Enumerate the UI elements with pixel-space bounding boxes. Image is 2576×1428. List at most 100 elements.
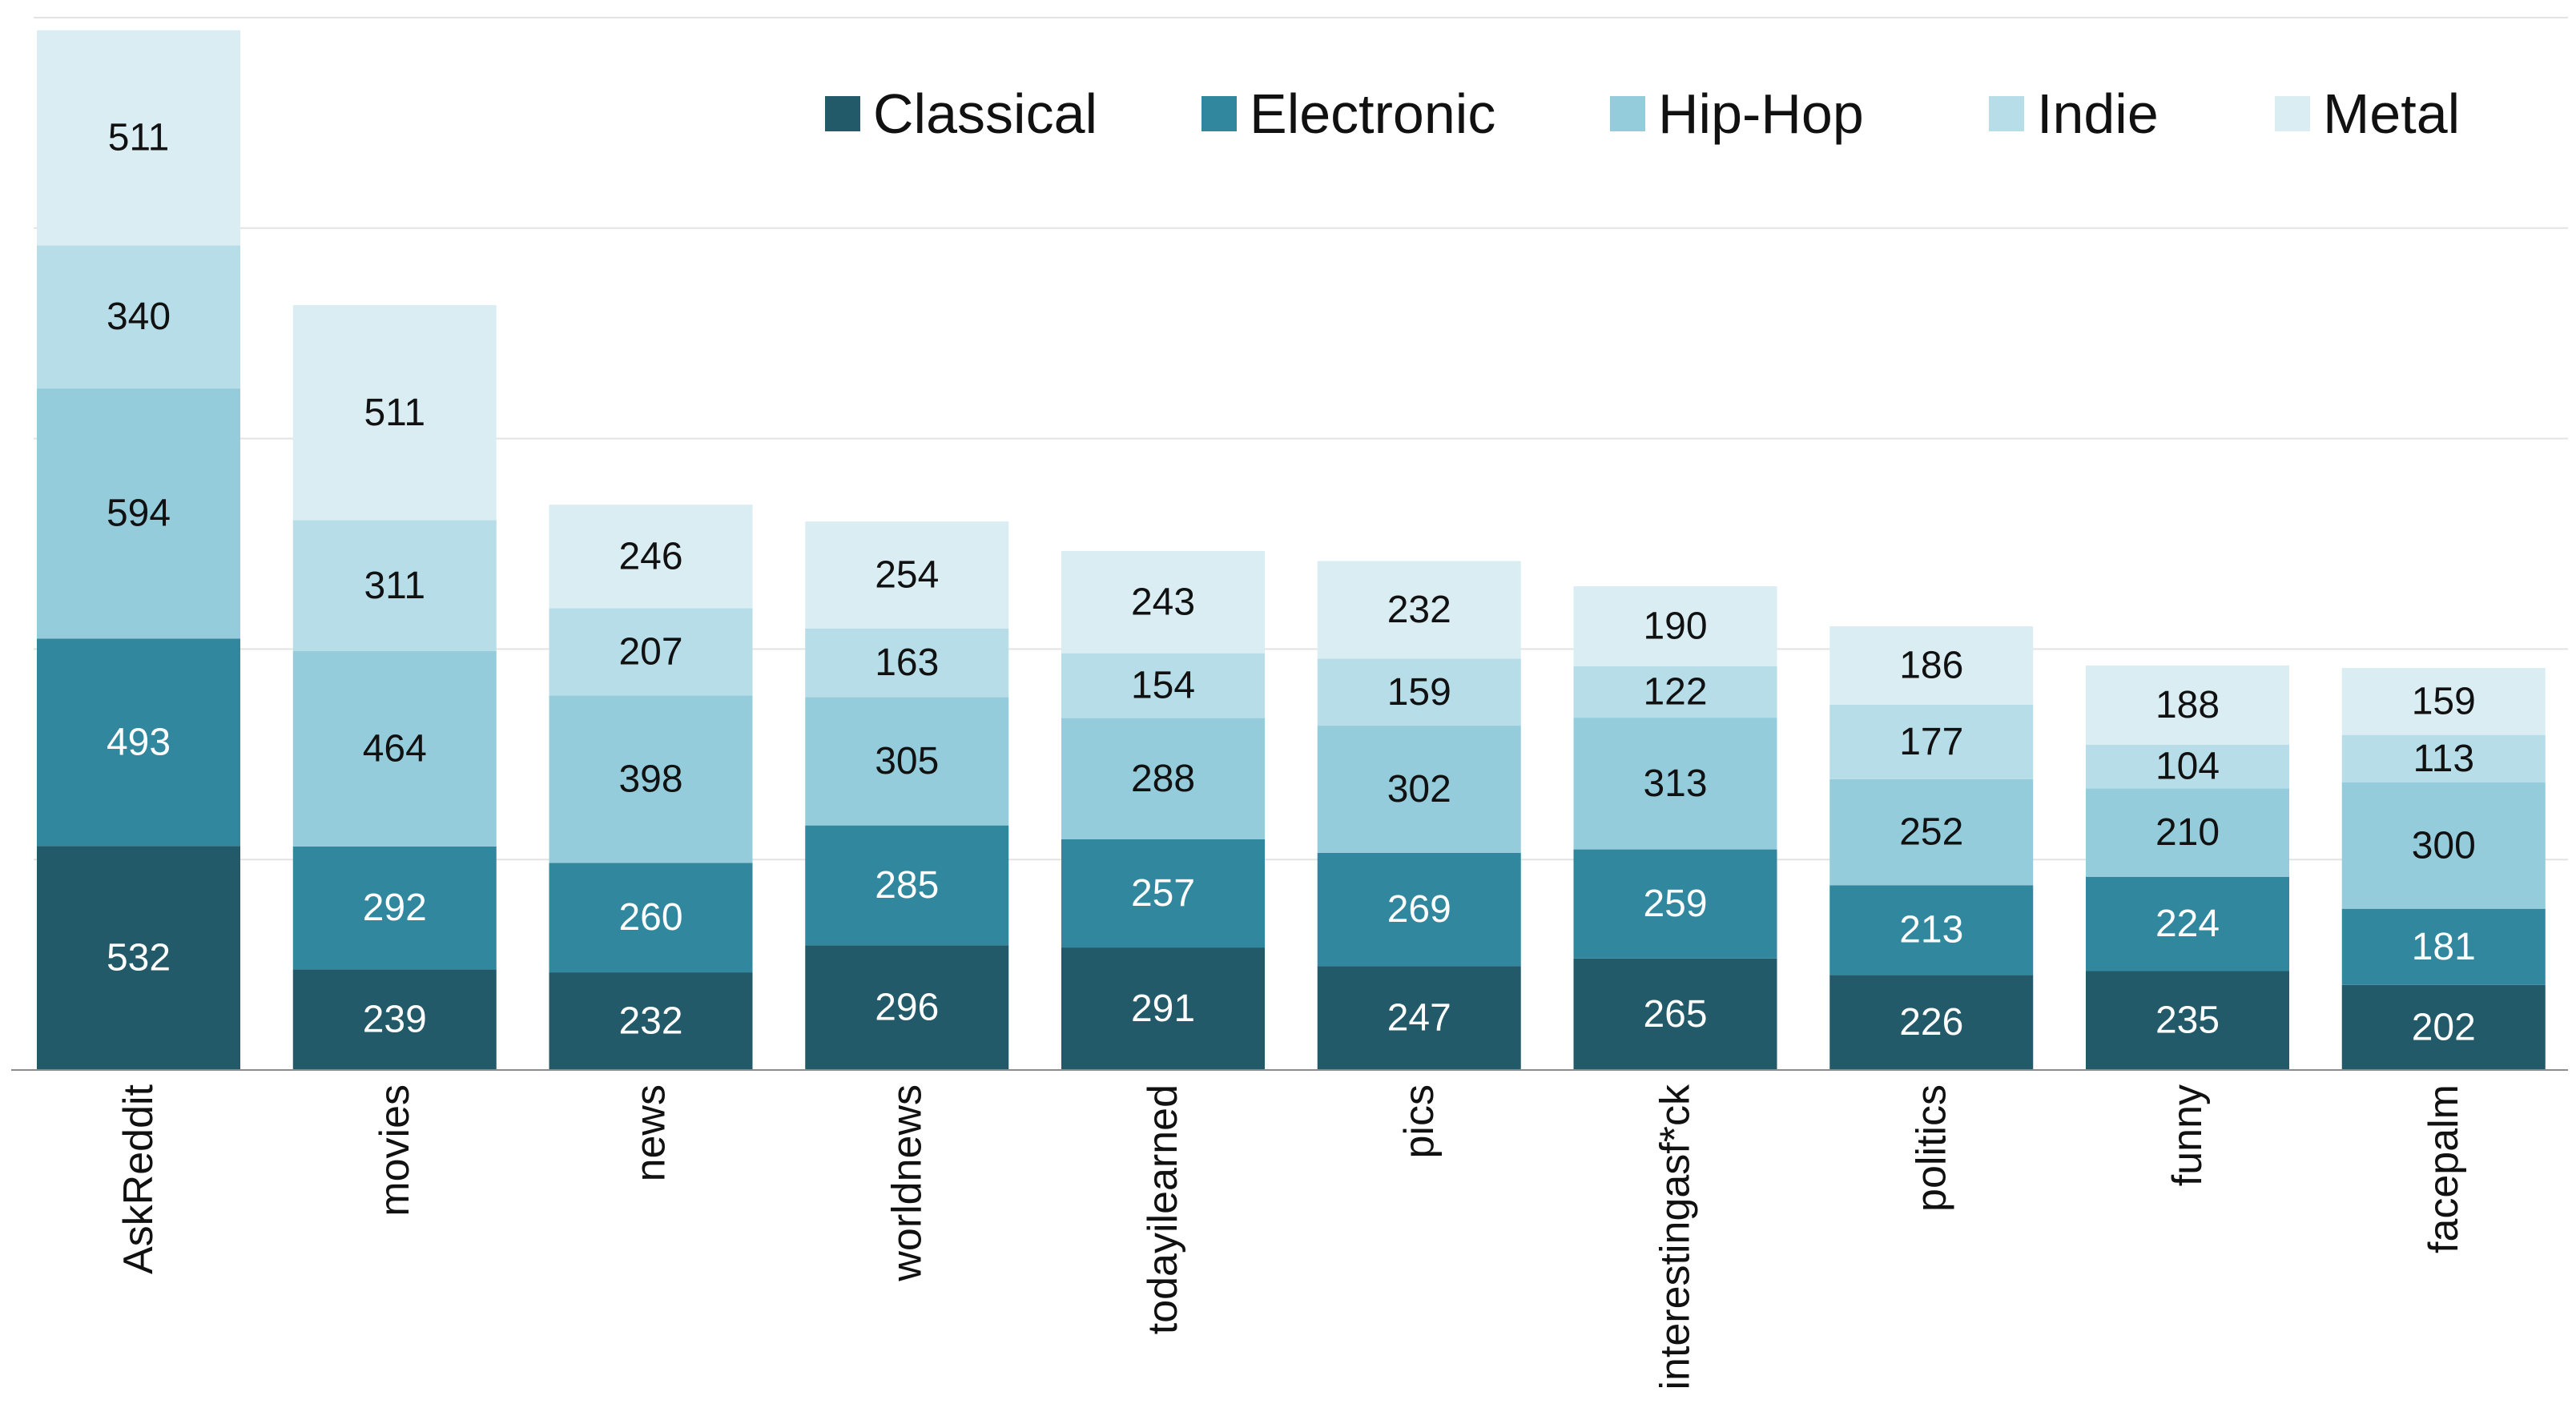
- data-label-askreddit-electronic: 493: [107, 721, 171, 763]
- bar-segment-todayilearned-metal[interactable]: [1061, 550, 1265, 654]
- bar-segment-movies-hip-hop[interactable]: [292, 651, 497, 847]
- data-label-worldnews-indie: 163: [875, 642, 939, 684]
- bar-segment-facepalm-indie[interactable]: [2341, 734, 2546, 783]
- data-label-news-indie: 207: [618, 630, 682, 673]
- bar-segment-news-hip-hop[interactable]: [549, 695, 753, 863]
- x-tick-label-facepalm: facepalm: [2421, 1084, 2467, 1253]
- bar-segment-movies-classical[interactable]: [292, 969, 497, 1070]
- bar-stack-interestingasf-ck: 265 259 313 122 190: [1573, 586, 1777, 1070]
- legend-item-classical[interactable]: Classical: [825, 82, 1097, 145]
- bar-segment-askreddit-classical[interactable]: [37, 846, 240, 1070]
- legend-label-hip-hop: Hip-Hop: [1658, 82, 1864, 145]
- bar-segment-worldnews-hip-hop[interactable]: [805, 697, 1009, 826]
- bar-segment-pics-hip-hop[interactable]: [1317, 726, 1521, 853]
- bar-stack-askreddit: 532 493 594 340 511: [37, 30, 240, 1070]
- data-label-funny-electronic: 224: [2155, 903, 2220, 945]
- bar-segment-todayilearned-indie[interactable]: [1061, 653, 1265, 718]
- bar-segment-pics-electronic[interactable]: [1317, 852, 1521, 967]
- data-label-politics-hip-hop: 252: [1899, 811, 1963, 854]
- data-label-interestingasf-ck-hip-hop: 313: [1643, 762, 1707, 805]
- bar-segment-movies-metal[interactable]: [292, 304, 497, 521]
- data-label-pics-classical: 247: [1387, 997, 1451, 1040]
- data-label-todayilearned-metal: 243: [1131, 581, 1195, 623]
- bar-segment-facepalm-hip-hop[interactable]: [2341, 782, 2546, 909]
- data-label-news-metal: 246: [618, 535, 682, 577]
- bar-segment-worldnews-electronic[interactable]: [805, 825, 1009, 946]
- x-tick-label-politics: politics: [1908, 1084, 1954, 1212]
- bar-segment-pics-classical[interactable]: [1317, 966, 1521, 1070]
- bar-segment-askreddit-hip-hop[interactable]: [37, 388, 240, 639]
- data-label-interestingasf-ck-metal: 190: [1643, 605, 1707, 648]
- data-label-politics-metal: 186: [1899, 644, 1963, 686]
- bar-segment-funny-classical[interactable]: [2086, 971, 2289, 1070]
- bar-segment-funny-hip-hop[interactable]: [2086, 788, 2289, 877]
- bar-segment-pics-metal[interactable]: [1317, 561, 1521, 659]
- bar-segment-politics-hip-hop[interactable]: [1829, 778, 2034, 886]
- x-tick-label-news: news: [628, 1084, 674, 1181]
- bar-segment-worldnews-metal[interactable]: [805, 521, 1009, 629]
- bar-segment-funny-electronic[interactable]: [2086, 876, 2289, 971]
- legend-item-metal[interactable]: Metal: [2275, 82, 2460, 145]
- bar-segment-movies-indie[interactable]: [292, 520, 497, 652]
- bar-segment-politics-classical[interactable]: [1829, 975, 2034, 1070]
- data-label-politics-classical: 226: [1899, 1001, 1963, 1044]
- bar-segment-todayilearned-classical[interactable]: [1061, 947, 1265, 1070]
- bar-segment-news-electronic[interactable]: [549, 863, 753, 973]
- bar-segment-funny-indie[interactable]: [2086, 744, 2289, 789]
- bar-segment-politics-indie[interactable]: [1829, 704, 2034, 779]
- bar-stack-funny: 235 224 210 104 188: [2086, 665, 2289, 1070]
- bar-segment-facepalm-classical[interactable]: [2341, 984, 2546, 1070]
- data-label-worldnews-electronic: 285: [875, 864, 939, 907]
- data-label-askreddit-classical: 532: [107, 937, 171, 979]
- data-label-askreddit-hip-hop: 594: [107, 493, 171, 535]
- data-label-politics-electronic: 213: [1899, 909, 1963, 951]
- bar-stack-news: 232 260 398 207 246: [549, 505, 753, 1070]
- legend-item-hip-hop[interactable]: Hip-Hop: [1610, 82, 1864, 145]
- data-label-facepalm-classical: 202: [2412, 1006, 2476, 1048]
- bar-segment-politics-metal[interactable]: [1829, 626, 2034, 705]
- bar-segment-todayilearned-electronic[interactable]: [1061, 839, 1265, 948]
- bar-segment-facepalm-electronic[interactable]: [2341, 908, 2546, 985]
- bar-segment-interestingasf-ck-metal[interactable]: [1573, 586, 1777, 666]
- bar-segment-todayilearned-hip-hop[interactable]: [1061, 718, 1265, 839]
- data-label-askreddit-indie: 340: [107, 296, 171, 338]
- data-label-pics-indie: 159: [1387, 671, 1451, 714]
- legend-swatch-classical: [825, 96, 860, 131]
- bar-segment-news-classical[interactable]: [549, 972, 753, 1070]
- data-label-todayilearned-hip-hop: 288: [1131, 758, 1195, 800]
- legend-item-electronic[interactable]: Electronic: [1201, 82, 1495, 145]
- bar-segment-interestingasf-ck-indie[interactable]: [1573, 666, 1777, 718]
- bar-segment-interestingasf-ck-electronic[interactable]: [1573, 849, 1777, 959]
- bar-segment-askreddit-electronic[interactable]: [37, 638, 240, 847]
- bar-stack-movies: 239 292 464 311 511: [292, 304, 497, 1070]
- data-label-news-classical: 232: [618, 1000, 682, 1043]
- bar-segment-interestingasf-ck-classical[interactable]: [1573, 958, 1777, 1070]
- bar-segment-funny-metal[interactable]: [2086, 665, 2289, 745]
- bar-segment-worldnews-classical[interactable]: [805, 945, 1009, 1070]
- bar-segment-news-metal[interactable]: [549, 505, 753, 609]
- data-label-politics-indie: 177: [1899, 721, 1963, 763]
- data-label-todayilearned-indie: 154: [1131, 665, 1195, 707]
- data-label-todayilearned-classical: 291: [1131, 988, 1195, 1030]
- x-tick-label-askreddit: AskReddit: [115, 1084, 162, 1274]
- bar-segment-pics-indie[interactable]: [1317, 658, 1521, 726]
- bar-segment-askreddit-metal[interactable]: [37, 30, 240, 246]
- bar-segment-interestingasf-ck-hip-hop[interactable]: [1573, 718, 1777, 850]
- bar-segment-worldnews-indie[interactable]: [805, 628, 1009, 698]
- data-label-askreddit-metal: 511: [108, 117, 170, 159]
- bar-segment-askreddit-indie[interactable]: [37, 245, 240, 389]
- bar-segment-news-indie[interactable]: [549, 608, 753, 696]
- data-label-movies-indie: 311: [364, 565, 425, 607]
- data-label-interestingasf-ck-electronic: 259: [1643, 883, 1707, 925]
- bar-segment-politics-electronic[interactable]: [1829, 885, 2034, 975]
- bar-segment-movies-electronic[interactable]: [292, 846, 497, 970]
- bar-segment-facepalm-metal[interactable]: [2341, 668, 2546, 735]
- bars: 5324935943405112392924643115112322603982…: [37, 30, 2546, 1070]
- x-tick-label-worldnews: worldnews: [883, 1084, 930, 1282]
- legend-item-indie[interactable]: Indie: [1989, 82, 2159, 145]
- data-label-pics-metal: 232: [1387, 589, 1451, 631]
- data-label-facepalm-metal: 159: [2412, 680, 2476, 722]
- bar-stack-pics: 247 269 302 159 232: [1317, 561, 1521, 1070]
- data-label-funny-metal: 188: [2155, 684, 2220, 726]
